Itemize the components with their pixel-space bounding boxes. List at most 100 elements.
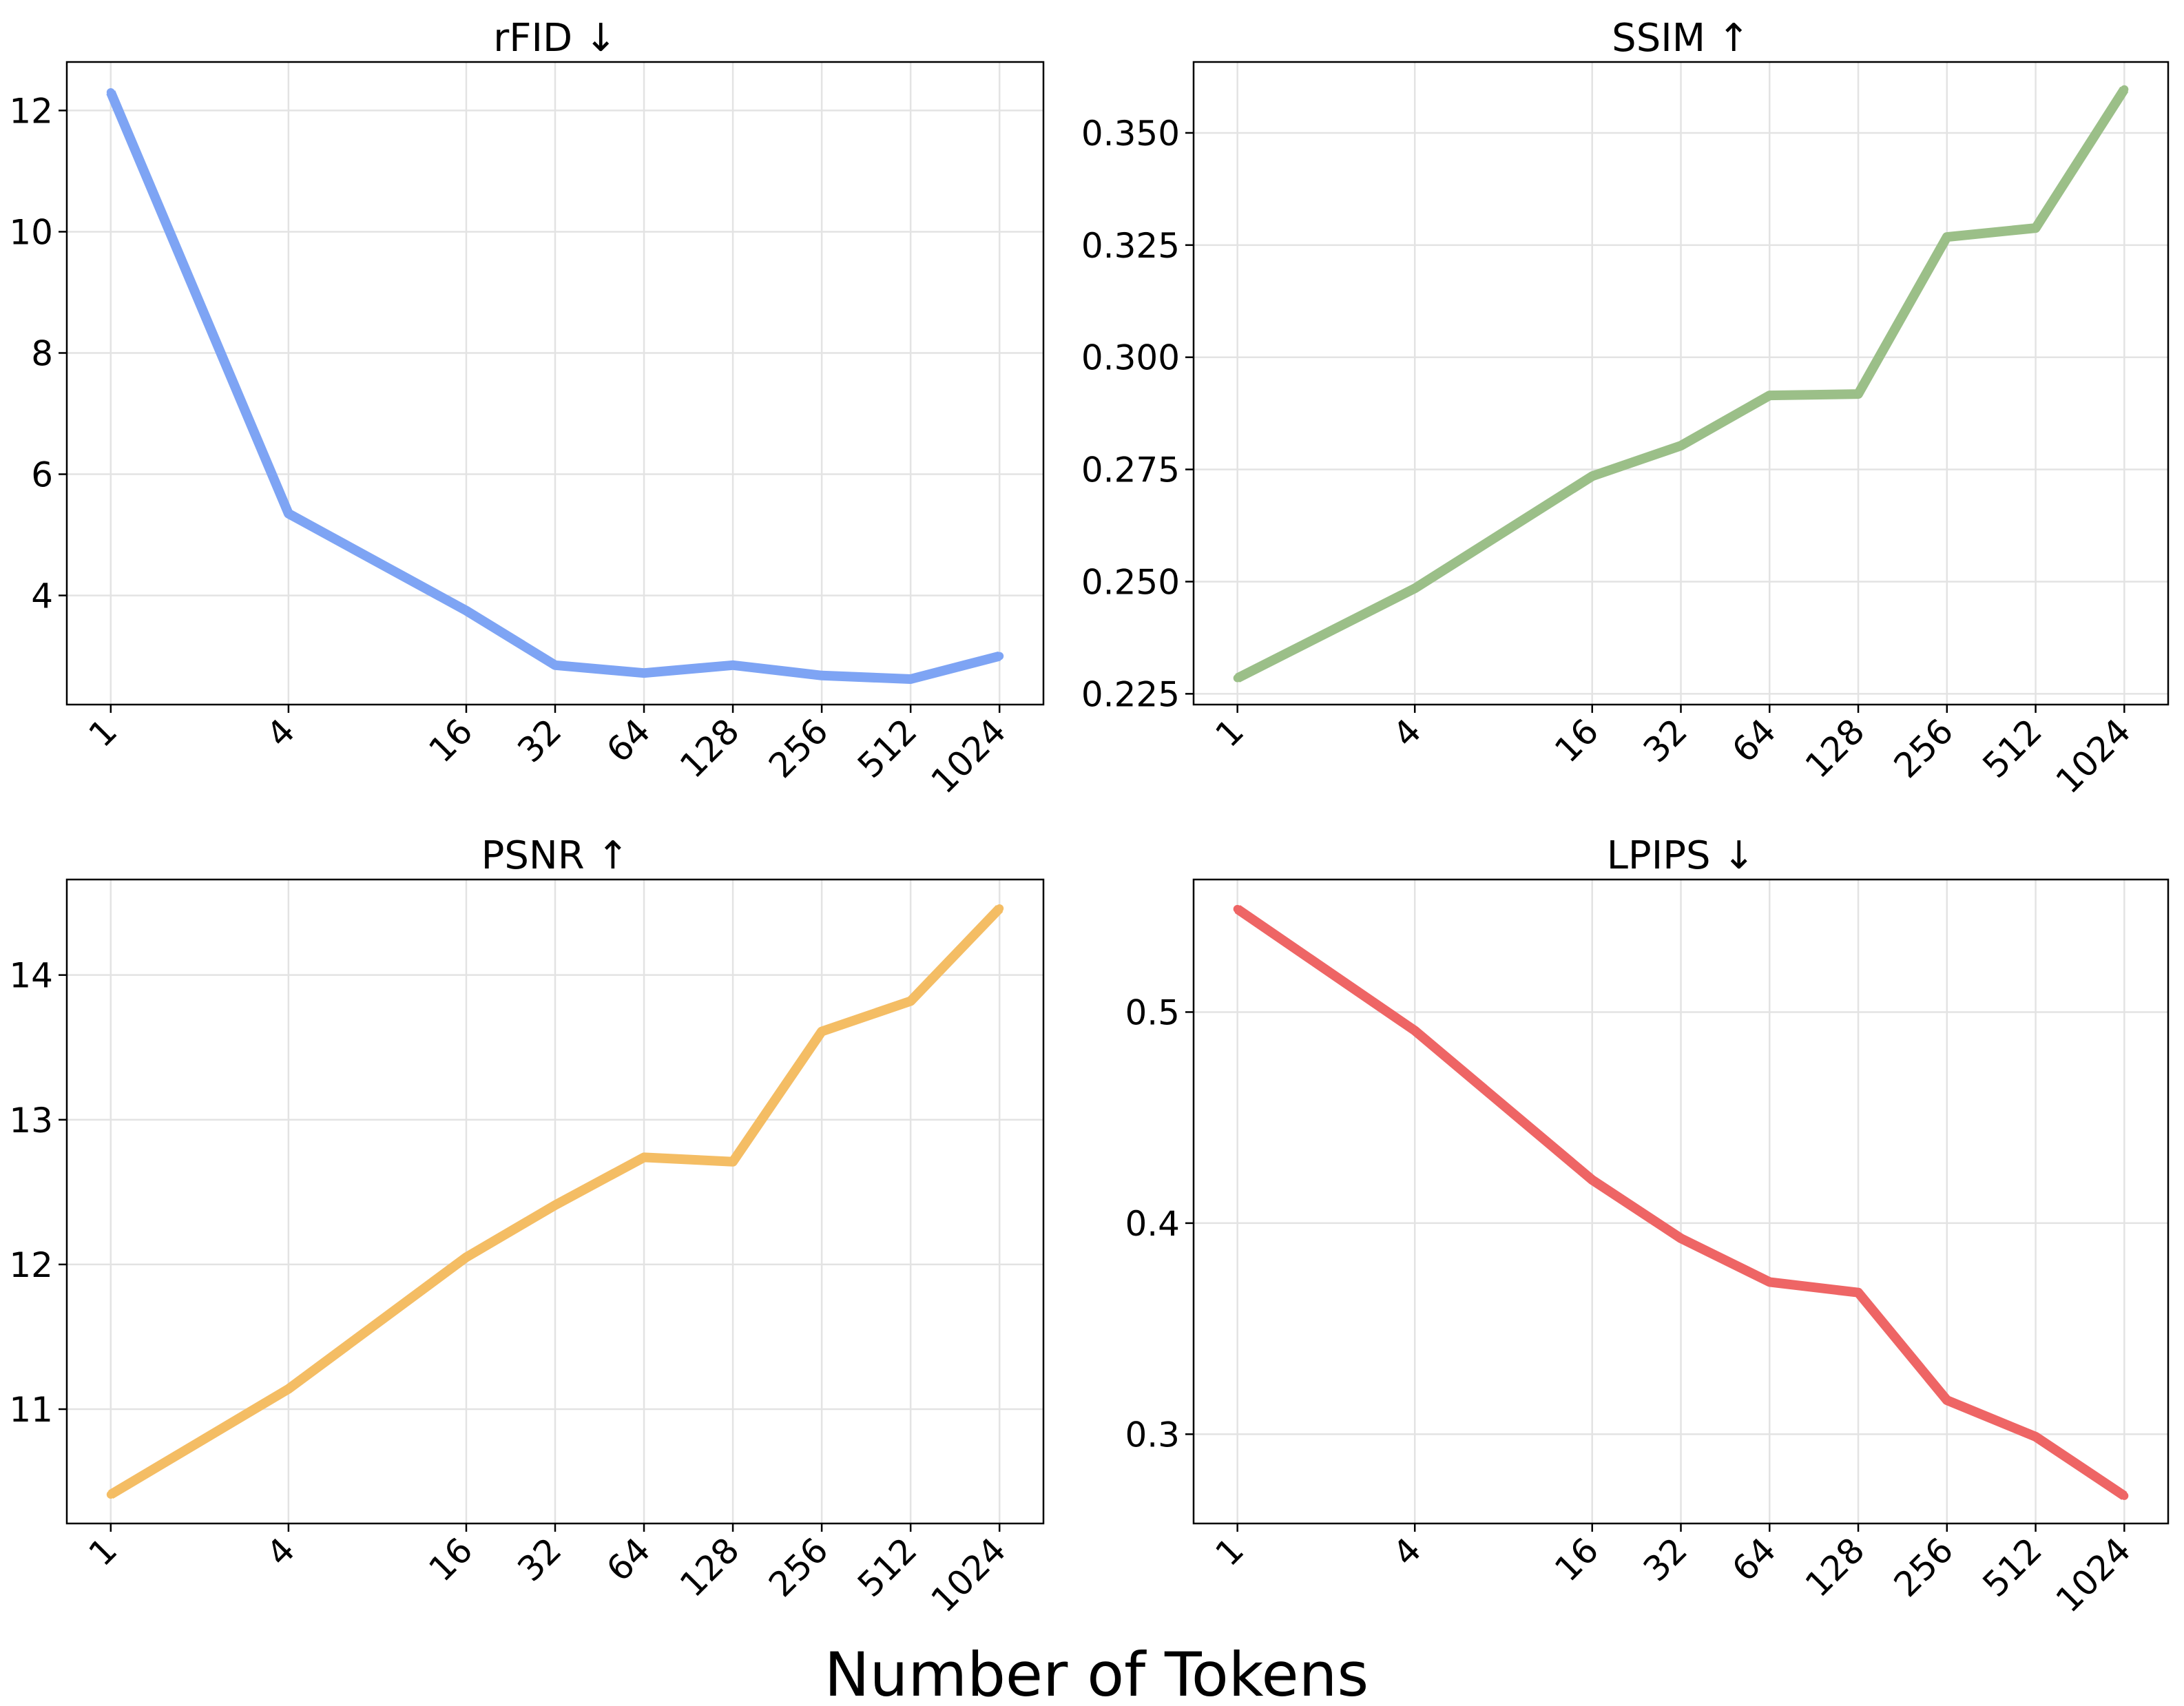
x-tick-label: 128: [1798, 1530, 1872, 1604]
data-point-lpips: [1765, 1278, 1774, 1287]
data-point-rfid: [461, 606, 470, 615]
data-point-rfid: [906, 675, 915, 684]
x-tick-label: 512: [1975, 1530, 2050, 1604]
x-tick-label: 512: [850, 1530, 924, 1604]
x-tick-label: 1024: [2048, 1530, 2139, 1620]
data-point-psnr: [284, 1384, 293, 1393]
x-tick-label: 64: [1725, 1530, 1784, 1589]
x-tick-label: 1: [81, 1530, 125, 1574]
x-tick-label: 64: [1725, 711, 1784, 770]
data-point-ssim: [1233, 674, 1242, 683]
data-point-psnr: [461, 1253, 470, 1262]
x-tick-label: 16: [1547, 711, 1606, 770]
data-point-psnr: [551, 1200, 559, 1209]
data-point-ssim: [1765, 391, 1774, 400]
x-tick-label: 1: [1208, 711, 1252, 755]
x-tick-label: 32: [1636, 1530, 1695, 1589]
x-tick-label: 32: [510, 711, 569, 770]
x-tick-label: 32: [1636, 711, 1695, 770]
x-tick-label: 1: [1208, 1530, 1252, 1574]
y-tick-label: 12: [9, 91, 53, 131]
data-point-lpips: [2120, 1491, 2129, 1500]
data-point-ssim: [2031, 224, 2040, 233]
data-point-lpips: [1676, 1234, 1685, 1242]
data-point-psnr: [106, 1490, 115, 1499]
data-point-rfid: [284, 509, 293, 518]
x-axis-label: Number of Tokens: [824, 1639, 1369, 1706]
chart-title-lpips: LPIPS ↓: [1607, 833, 1756, 878]
y-tick-label: 10: [9, 212, 53, 252]
data-point-psnr: [818, 1027, 826, 1036]
y-tick-label: 0.325: [1081, 226, 1180, 266]
data-point-psnr: [640, 1153, 649, 1162]
chart-title-rfid: rFID ↓: [493, 16, 617, 61]
x-tick-label: 32: [510, 1530, 569, 1589]
chart-title-psnr: PSNR ↑: [481, 833, 630, 878]
x-tick-label: 256: [1886, 711, 1961, 785]
x-tick-label: 64: [599, 1530, 658, 1589]
data-point-ssim: [1588, 472, 1597, 481]
data-point-lpips: [1411, 1026, 1419, 1035]
data-point-psnr: [906, 997, 915, 1006]
y-tick-label: 4: [31, 576, 53, 616]
y-tick-label: 0.275: [1081, 450, 1180, 490]
data-point-rfid: [729, 660, 738, 669]
y-tick-label: 0.300: [1081, 338, 1180, 378]
y-tick-label: 14: [9, 956, 53, 996]
y-tick-label: 0.3: [1125, 1415, 1180, 1455]
y-tick-label: 0.4: [1125, 1204, 1180, 1244]
y-tick-label: 0.5: [1125, 992, 1180, 1032]
x-tick-label: 4: [259, 1530, 303, 1574]
x-tick-label: 1024: [924, 711, 1014, 801]
x-tick-label: 512: [1975, 711, 2050, 785]
data-point-psnr: [729, 1157, 738, 1166]
data-point-lpips: [1854, 1288, 1863, 1297]
x-tick-label: 1024: [2048, 711, 2139, 801]
data-point-lpips: [1588, 1176, 1597, 1185]
y-tick-label: 6: [31, 455, 53, 495]
x-tick-label: 128: [672, 711, 747, 785]
y-tick-label: 8: [31, 333, 53, 373]
y-tick-label: 0.225: [1081, 674, 1180, 714]
data-point-rfid: [995, 652, 1004, 660]
x-tick-label: 256: [761, 1530, 835, 1604]
x-tick-label: 256: [1886, 1530, 1961, 1604]
x-tick-label: 16: [1547, 1530, 1606, 1589]
x-tick-label: 128: [1798, 711, 1872, 785]
x-tick-label: 4: [259, 711, 303, 755]
y-tick-label: 13: [9, 1101, 53, 1141]
data-point-ssim: [1942, 233, 1951, 242]
x-tick-label: 128: [672, 1530, 747, 1604]
data-point-ssim: [1676, 441, 1685, 450]
x-tick-label: 4: [1385, 1530, 1429, 1574]
data-point-rfid: [818, 671, 826, 680]
data-point-ssim: [1411, 584, 1419, 593]
y-tick-label: 12: [9, 1245, 53, 1285]
data-point-rfid: [640, 669, 649, 678]
x-tick-label: 64: [599, 711, 658, 770]
data-point-rfid: [106, 88, 115, 97]
x-tick-label: 1024: [924, 1530, 1014, 1620]
x-tick-label: 1: [81, 711, 125, 755]
x-tick-label: 16: [421, 711, 480, 770]
x-tick-label: 256: [761, 711, 835, 785]
data-point-ssim: [1854, 390, 1863, 399]
data-point-lpips: [1233, 904, 1242, 913]
chart-title-ssim: SSIM ↑: [1612, 16, 1750, 61]
x-tick-label: 4: [1385, 711, 1429, 755]
data-point-psnr: [995, 904, 1004, 913]
y-tick-label: 0.350: [1081, 114, 1180, 154]
y-tick-label: 11: [9, 1390, 53, 1430]
x-tick-label: 512: [850, 711, 924, 785]
data-point-lpips: [2031, 1433, 2040, 1442]
y-tick-label: 0.250: [1081, 562, 1180, 602]
data-point-lpips: [1942, 1396, 1951, 1405]
x-tick-label: 16: [421, 1530, 480, 1589]
data-point-ssim: [2120, 85, 2129, 94]
data-point-rfid: [551, 660, 559, 669]
